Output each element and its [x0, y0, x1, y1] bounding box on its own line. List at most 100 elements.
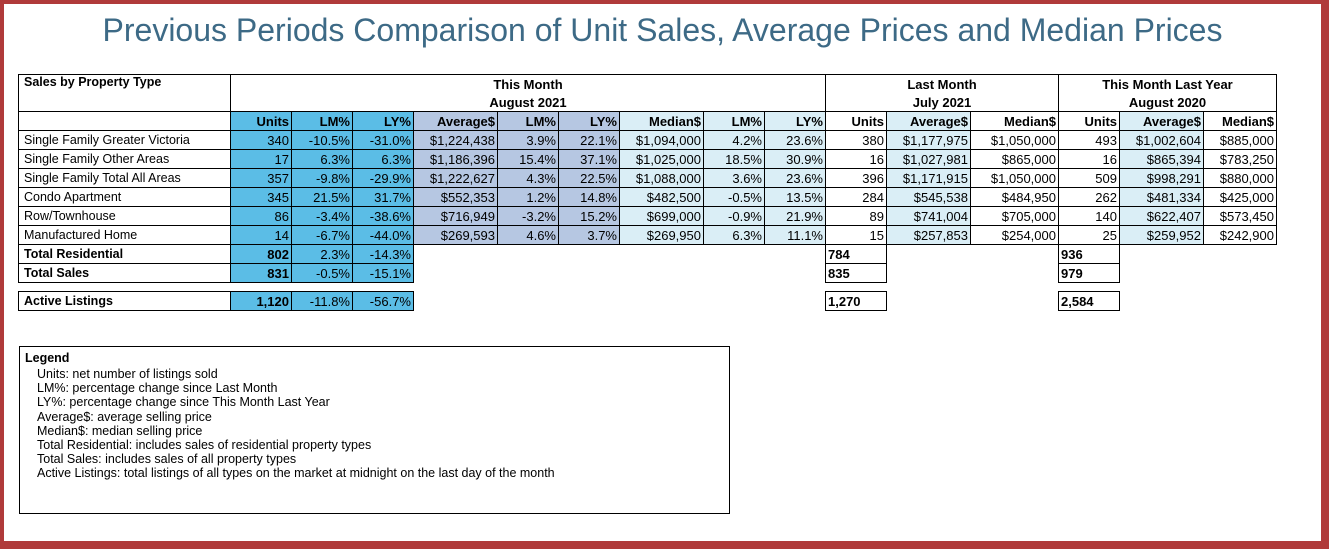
cell-median-ly-pct: 11.1%: [764, 225, 826, 245]
col-header-median: Median$: [619, 111, 704, 131]
legend-item: Active Listings: total listings of all t…: [37, 466, 555, 481]
legend-heading: Legend: [25, 351, 70, 365]
row-label: Single Family Other Areas: [18, 149, 231, 169]
cell-last-year-median: $885,000: [1203, 130, 1277, 150]
table-row: Single Family Other Areas 17 6.3% 6.3% $1,18…: [18, 149, 1277, 169]
legend-box: Legend Units: net number of listings sol…: [19, 346, 730, 514]
cell-lm-pct: -0.5%: [291, 263, 353, 283]
row-label: Row/Townhouse: [18, 206, 231, 226]
cell-median-lm-pct: -0.9%: [703, 206, 765, 226]
cell-last-year-average: $998,291: [1119, 168, 1204, 188]
col-header-units: Units: [230, 111, 292, 131]
cell-median: $1,088,000: [619, 168, 704, 188]
empty-cell: [620, 292, 704, 311]
table-row: Row/Townhouse 86 -3.4% -38.6% $716,949 -3.2% 1…: [18, 206, 1277, 226]
total-sales-label: Total Sales: [18, 263, 231, 283]
cell-last-month-average: $1,177,975: [886, 130, 971, 150]
last-year-header: This Month Last Year: [1058, 74, 1277, 93]
cell-lm-pct: 21.5%: [291, 187, 353, 207]
spacer-row: [19, 283, 1277, 292]
cell-lm-pct: -11.8%: [291, 291, 353, 311]
cell-units: 1,120: [230, 291, 292, 311]
empty-cell: [559, 264, 620, 283]
total-sales-row: Total Sales 831 -0.5% -15.1% 835 979: [18, 263, 1277, 283]
cell-last-year-median: $242,900: [1203, 225, 1277, 245]
cell-median: $1,025,000: [619, 149, 704, 169]
this-month-header: This Month: [230, 74, 826, 93]
empty-cell: [498, 292, 559, 311]
cell-median-lm-pct: 18.5%: [703, 149, 765, 169]
cell-average-lm-pct: -3.2%: [497, 206, 559, 226]
cell-last-year-median: $425,000: [1203, 187, 1277, 207]
cell-average-lm-pct: 15.4%: [497, 149, 559, 169]
cell-median-ly-pct: 30.9%: [764, 149, 826, 169]
cell-last-month-average: $545,538: [886, 187, 971, 207]
empty-cell: [765, 245, 826, 264]
legend-item: Median$: median selling price: [37, 423, 203, 438]
col-header-lm-pct: LM%: [291, 111, 353, 131]
cell-last-month-median: $254,000: [970, 225, 1059, 245]
col-header-average-ly-pct: LY%: [558, 111, 620, 131]
cell-last-year-average: $865,394: [1119, 149, 1204, 169]
cell-average: $269,593: [413, 225, 498, 245]
cell-last-year-units: 16: [1058, 149, 1120, 169]
cell-median-ly-pct: 23.6%: [764, 168, 826, 188]
col-header-last-year-units: Units: [1058, 111, 1120, 131]
empty-cell: [971, 292, 1059, 311]
cell-last-month-units: 396: [825, 168, 887, 188]
empty-cell: [498, 245, 559, 264]
empty-cell: [1120, 245, 1204, 264]
cell-last-year-units: 25: [1058, 225, 1120, 245]
cell-median: $1,094,000: [619, 130, 704, 150]
empty-cell: [765, 264, 826, 283]
cell-last-year-average: $481,334: [1119, 187, 1204, 207]
cell-units: 831: [230, 263, 292, 283]
cell-last-month-units: 835: [825, 263, 887, 283]
cell-last-year-units: 979: [1058, 263, 1120, 283]
cell-ly-pct: -44.0%: [352, 225, 414, 245]
page-title: Previous Periods Comparison of Unit Sale…: [102, 12, 1223, 48]
col-header-last-year-average: Average$: [1119, 111, 1204, 131]
cell-average-ly-pct: 22.5%: [558, 168, 620, 188]
active-listings-row: Active Listings 1,120 -11.8% -56.7% 1,270 2,5…: [18, 291, 1277, 311]
empty-cell: [887, 245, 971, 264]
row-label: Single Family Total All Areas: [18, 168, 231, 188]
cell-lm-pct: -6.7%: [291, 225, 353, 245]
empty-cell: [1204, 292, 1277, 311]
cell-average-lm-pct: 4.3%: [497, 168, 559, 188]
cell-average-ly-pct: 37.1%: [558, 149, 620, 169]
cell-average-lm-pct: 3.9%: [497, 130, 559, 150]
cell-average-ly-pct: 15.2%: [558, 206, 620, 226]
cell-last-month-average: $1,171,915: [886, 168, 971, 188]
row-label: Condo Apartment: [18, 187, 231, 207]
col-header-median-ly-pct: LY%: [764, 111, 826, 131]
empty-cell: [1204, 264, 1277, 283]
cell-average: $1,224,438: [413, 130, 498, 150]
cell-last-month-median: $484,950: [970, 187, 1059, 207]
sales-comparison-table: Sales by Property Type This Month Last M…: [18, 74, 1277, 311]
col-header-ly-pct: LY%: [352, 111, 414, 131]
cell-lm-pct: 2.3%: [291, 244, 353, 264]
cell-lm-pct: -3.4%: [291, 206, 353, 226]
empty-cell: [887, 292, 971, 311]
empty-cell: [971, 264, 1059, 283]
cell-units: 17: [230, 149, 292, 169]
col-header-last-month-average: Average$: [886, 111, 971, 131]
empty-cell: [704, 292, 765, 311]
cell-last-month-median: $1,050,000: [970, 130, 1059, 150]
cell-units: 357: [230, 168, 292, 188]
cell-last-year-average: $259,952: [1119, 225, 1204, 245]
col-header-last-month-units: Units: [825, 111, 887, 131]
cell-last-month-median: $1,050,000: [970, 168, 1059, 188]
cell-ly-pct: -31.0%: [352, 130, 414, 150]
cell-ly-pct: 6.3%: [352, 149, 414, 169]
legend-item: LY%: percentage change since This Month …: [37, 395, 330, 410]
cell-last-year-median: $783,250: [1203, 149, 1277, 169]
cell-last-year-units: 493: [1058, 130, 1120, 150]
cell-average: $1,186,396: [413, 149, 498, 169]
cell-last-year-average: $1,002,604: [1119, 130, 1204, 150]
cell-last-year-median: $880,000: [1203, 168, 1277, 188]
cell-median-ly-pct: 23.6%: [764, 130, 826, 150]
cell-average-ly-pct: 22.1%: [558, 130, 620, 150]
col-header-average: Average$: [413, 111, 498, 131]
